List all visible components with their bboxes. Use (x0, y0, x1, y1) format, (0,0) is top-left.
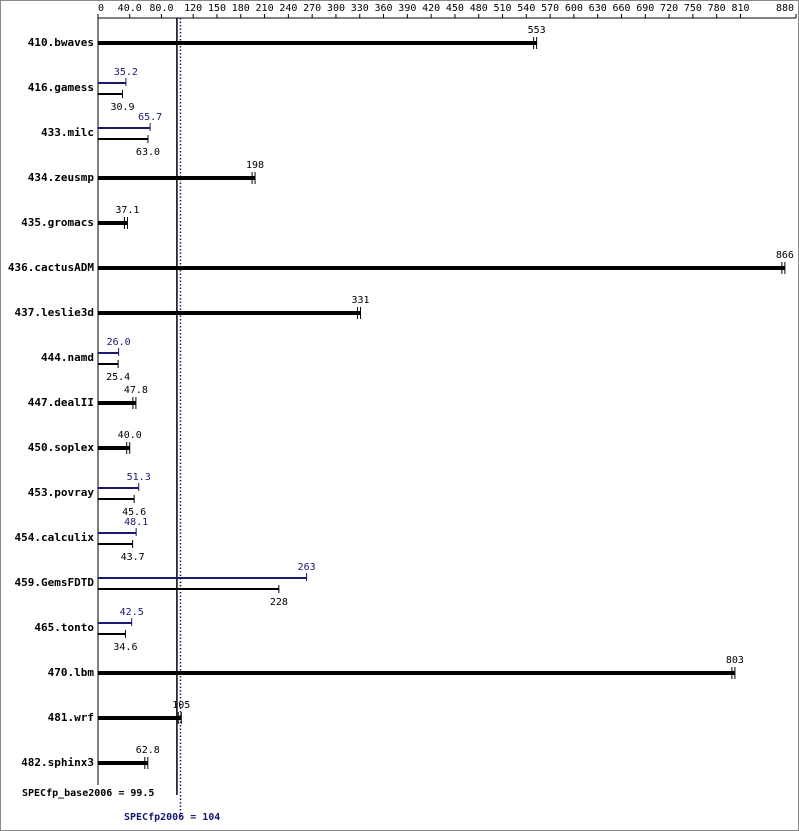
category-label: 410.bwaves (28, 36, 94, 49)
peak-bar (98, 622, 132, 624)
bar (98, 671, 735, 675)
x-tick-label: 150 (208, 3, 226, 14)
x-tick-label: 270 (303, 3, 321, 14)
base-value-label: 34.6 (113, 642, 137, 653)
bar (98, 761, 148, 765)
x-tick-label: 880 (776, 3, 794, 14)
base-bar (98, 588, 279, 590)
base-value-label: 45.6 (122, 507, 146, 518)
value-label: 866 (776, 250, 794, 261)
base-value-label: 30.9 (110, 102, 134, 113)
value-label: 37.1 (115, 205, 139, 216)
value-label: 553 (528, 25, 546, 36)
base-bar (98, 543, 133, 545)
x-tick-label: 750 (684, 3, 702, 14)
x-tick-label: 300 (327, 3, 345, 14)
x-tick-label: 570 (541, 3, 559, 14)
base-value-label: 228 (270, 597, 288, 608)
category-label: 436.cactusADM (8, 261, 94, 274)
category-label: 470.lbm (48, 666, 95, 679)
base-bar (98, 363, 119, 365)
peak-value-label: 26.0 (107, 337, 131, 348)
base-bar (98, 93, 123, 95)
peak-value-label: 263 (298, 562, 316, 573)
category-label: 465.tonto (34, 621, 94, 634)
base-bar (98, 138, 148, 140)
x-tick-label: 210 (256, 3, 274, 14)
category-label: 433.milc (41, 126, 94, 139)
x-tick-label: 450 (446, 3, 464, 14)
x-tick-label: 720 (660, 3, 678, 14)
peak-bar (98, 127, 151, 129)
category-label: 450.soplex (28, 441, 95, 454)
value-label: 40.0 (118, 430, 142, 441)
x-tick-label: 240 (279, 3, 297, 14)
peak-value-label: 48.1 (124, 517, 148, 528)
category-label: 454.calculix (15, 531, 95, 544)
reference-label: SPECfp_base2006 = 99.5 (22, 788, 154, 799)
x-tick-label: 480 (470, 3, 488, 14)
category-label: 444.namd (41, 351, 94, 364)
category-label: 434.zeusmp (28, 171, 95, 184)
x-tick-label: 630 (589, 3, 607, 14)
peak-value-label: 42.5 (120, 607, 144, 618)
peak-value-label: 65.7 (138, 112, 162, 123)
x-tick-label: 0 (98, 3, 104, 14)
peak-value-label: 51.3 (127, 472, 151, 483)
x-tick-label: 420 (422, 3, 440, 14)
value-label: 198 (246, 160, 264, 171)
reference-label: SPECfp2006 = 104 (124, 812, 220, 823)
x-tick-label: 810 (731, 3, 749, 14)
x-tick-label: 660 (612, 3, 630, 14)
x-tick-label: 690 (636, 3, 654, 14)
base-value-label: 25.4 (106, 372, 130, 383)
bar (98, 266, 785, 270)
bar (98, 401, 136, 405)
base-value-label: 43.7 (121, 552, 145, 563)
x-tick-label: 180 (232, 3, 250, 14)
category-label: 453.povray (28, 486, 95, 499)
value-label: 803 (726, 655, 744, 666)
base-value-label: 63.0 (136, 147, 160, 158)
bar (98, 716, 182, 720)
peak-bar (98, 487, 139, 489)
value-label: 47.8 (124, 385, 148, 396)
category-label: 481.wrf (48, 711, 94, 724)
base-bar (98, 633, 126, 635)
x-tick-label: 40.0 (118, 3, 142, 14)
value-label: 62.8 (136, 745, 160, 756)
x-tick-label: 390 (398, 3, 416, 14)
peak-value-label: 35.2 (114, 67, 138, 78)
bar (98, 41, 537, 45)
bar (98, 221, 128, 225)
peak-bar (98, 352, 119, 354)
base-bar (98, 498, 135, 500)
category-label: 447.dealII (28, 396, 94, 409)
category-label: 437.leslie3d (15, 306, 94, 319)
x-tick-label: 330 (351, 3, 369, 14)
value-label: 105 (172, 700, 190, 711)
peak-bar (98, 532, 137, 534)
x-tick-label: 360 (375, 3, 393, 14)
x-tick-label: 120 (184, 3, 202, 14)
x-tick-label: 780 (708, 3, 726, 14)
x-tick-label: 510 (493, 3, 511, 14)
x-tick-label: 540 (517, 3, 535, 14)
x-tick-label: 600 (565, 3, 583, 14)
peak-bar (98, 577, 307, 579)
category-label: 459.GemsFDTD (15, 576, 95, 589)
category-label: 416.gamess (28, 81, 94, 94)
bar (98, 176, 256, 180)
peak-bar (98, 82, 126, 84)
bar (98, 311, 361, 315)
bar (98, 446, 130, 450)
category-label: 435.gromacs (21, 216, 94, 229)
value-label: 331 (352, 295, 370, 306)
category-label: 482.sphinx3 (21, 756, 94, 769)
x-tick-label: 80.0 (149, 3, 173, 14)
